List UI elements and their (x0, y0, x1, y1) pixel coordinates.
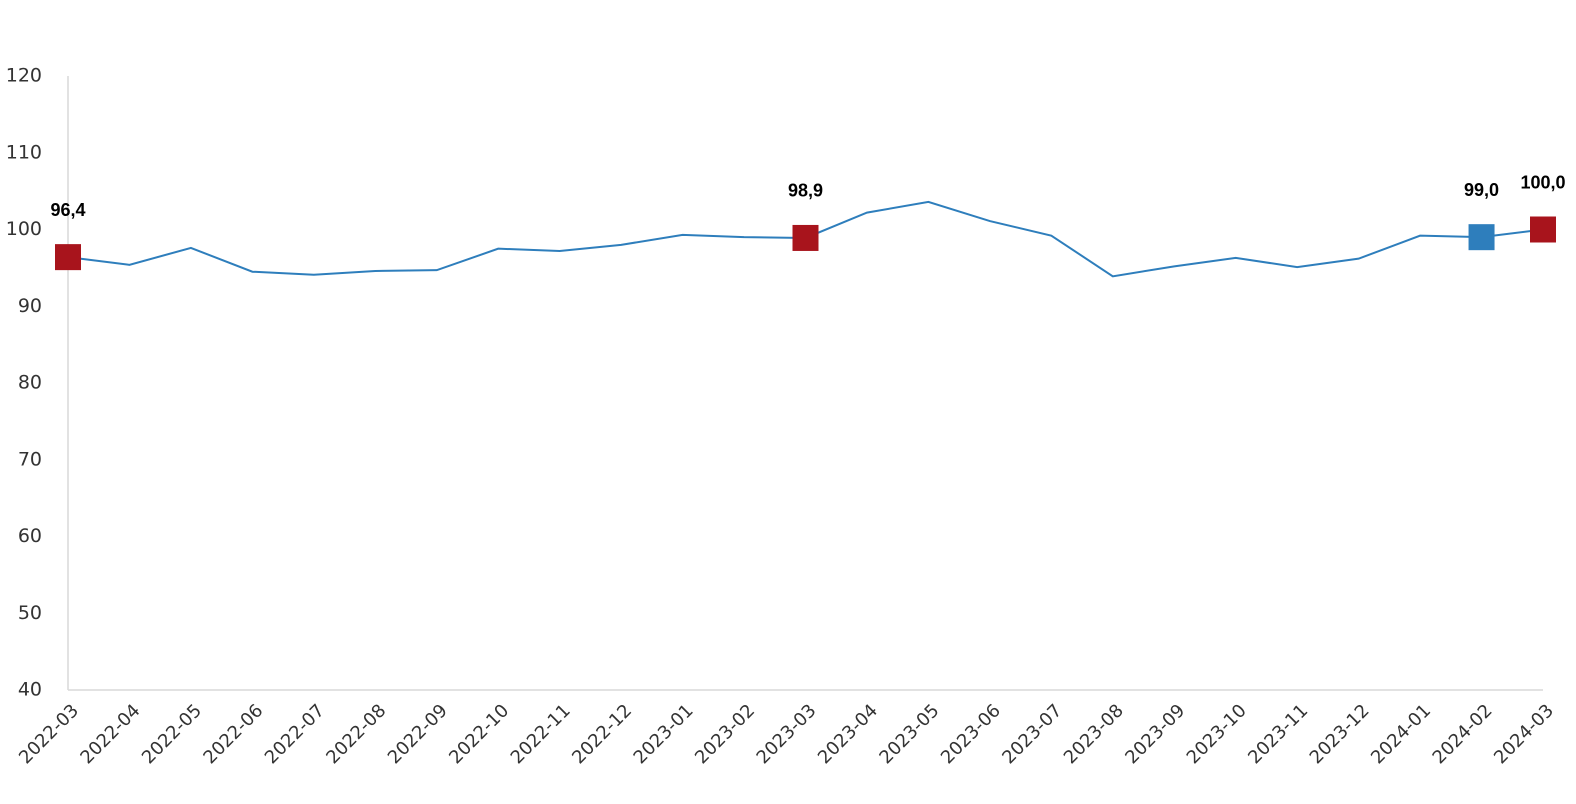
x-tick-label: 2023-03 (753, 700, 821, 768)
marker (1530, 216, 1556, 243)
x-tick-label: 2023-11 (1244, 700, 1312, 768)
marker (1468, 224, 1495, 251)
x-tick-label: 2022-05 (138, 700, 206, 768)
marker (55, 244, 81, 271)
y-tick-label: 70 (18, 448, 42, 470)
x-tick-label: 2022-07 (261, 700, 329, 768)
x-tick-label: 2024-03 (1490, 700, 1558, 768)
x-tick-label: 2022-08 (322, 700, 390, 768)
x-tick-label: 2023-09 (1121, 700, 1189, 768)
x-tick-label: 2023-06 (937, 700, 1005, 768)
y-tick-label: 100 (6, 218, 42, 240)
y-tick-label: 90 (18, 295, 42, 317)
x-tick-label: 2022-10 (445, 700, 513, 768)
x-tick-label: 2023-07 (998, 700, 1066, 768)
y-tick-label: 60 (18, 525, 42, 547)
x-tick-label: 2023-12 (1306, 700, 1374, 768)
x-tick-label: 2022-09 (384, 700, 452, 768)
y-tick-label: 50 (18, 602, 42, 624)
x-tick-label: 2022-03 (15, 700, 83, 768)
x-tick-label: 2023-02 (691, 700, 759, 768)
data-label: 100,0 (1520, 172, 1565, 192)
x-tick-label: 2023-08 (1060, 700, 1128, 768)
x-tick-label: 2024-02 (1429, 700, 1497, 768)
y-tick-label: 120 (6, 65, 42, 87)
x-tick-label: 2024-01 (1367, 700, 1435, 768)
x-tick-label: 2023-10 (1183, 700, 1251, 768)
data-label: 96,4 (50, 200, 85, 220)
data-label: 98,9 (788, 181, 823, 201)
marker (792, 224, 819, 251)
x-tick-label: 2022-06 (199, 700, 267, 768)
x-tick-label: 2022-12 (568, 700, 636, 768)
x-tick-label: 2022-04 (76, 700, 144, 768)
y-tick-label: 40 (18, 679, 42, 701)
x-tick-label: 2022-11 (507, 700, 575, 768)
x-tick-label: 2023-01 (630, 700, 698, 768)
y-tick-label: 80 (18, 372, 42, 394)
x-tick-label: 2023-05 (875, 700, 943, 768)
y-tick-label: 110 (6, 141, 42, 163)
x-tick-label: 2023-04 (814, 700, 882, 768)
data-label: 99,0 (1464, 180, 1499, 200)
